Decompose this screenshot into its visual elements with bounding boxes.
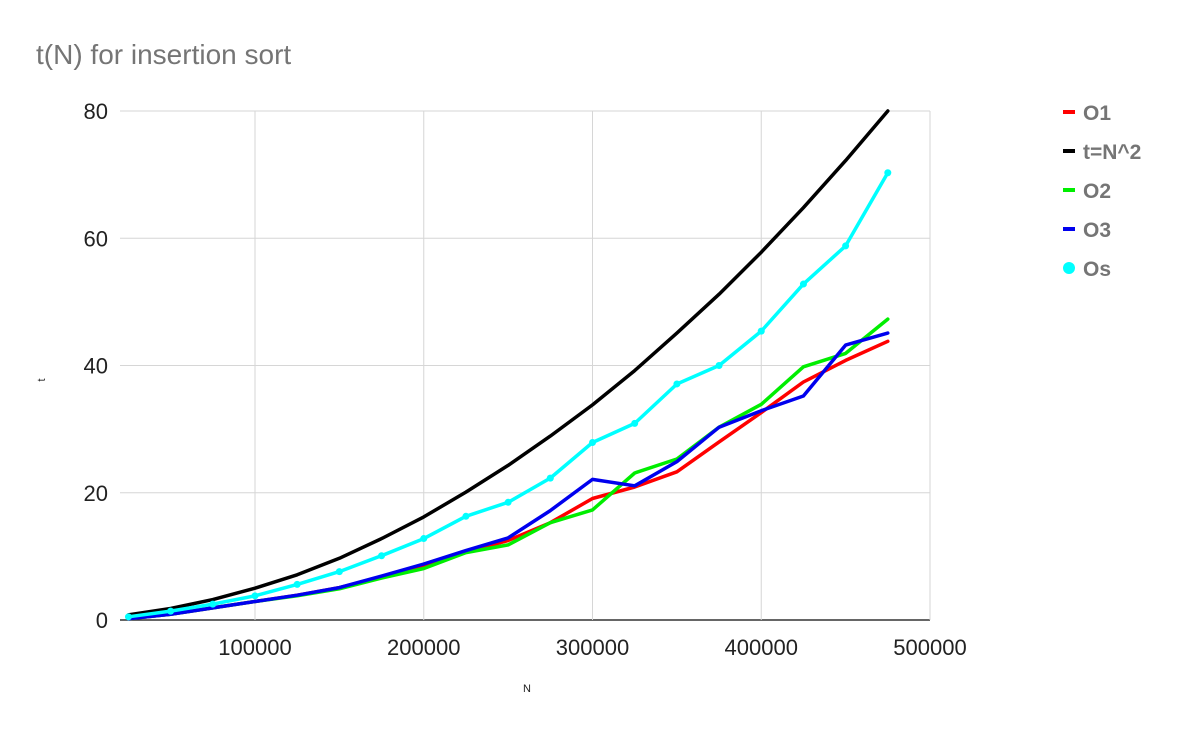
x-tick-label: 400000 — [725, 635, 798, 660]
chart-title: t(N) for insertion sort — [36, 39, 291, 70]
y-axis-ticks: 0 20 40 60 80 — [84, 99, 108, 633]
data-point — [715, 362, 723, 369]
data-point — [589, 438, 596, 446]
y-tick-label: 80 — [84, 99, 108, 124]
legend-label: O1 — [1083, 102, 1111, 125]
data-point — [546, 474, 554, 482]
data-point — [799, 280, 807, 288]
series-lines — [124, 109, 892, 621]
data-point — [631, 419, 639, 427]
y-tick-label: 20 — [84, 481, 108, 506]
x-tick-label: 200000 — [387, 635, 460, 660]
y-axis-title: t — [36, 378, 48, 381]
series-line-o1 — [126, 339, 890, 621]
series-line-t-n-2 — [126, 109, 890, 617]
x-tick-label: 100000 — [218, 635, 291, 660]
data-point — [378, 552, 386, 560]
data-point — [757, 327, 765, 335]
data-point — [335, 568, 343, 576]
data-point — [293, 580, 301, 588]
data-point — [420, 535, 428, 543]
series-line-o2 — [126, 317, 890, 621]
legend: O1 t=N^2 O2 O3 Os — [1063, 102, 1141, 281]
data-point — [167, 607, 175, 615]
legend-label: O3 — [1083, 219, 1111, 242]
legend-label: t=N^2 — [1083, 141, 1141, 164]
x-axis-ticks: 100000 200000 300000 400000 500000 — [218, 635, 966, 660]
data-point — [251, 592, 259, 600]
data-point — [124, 613, 132, 621]
data-point — [673, 380, 681, 388]
y-tick-label: 40 — [84, 354, 108, 379]
data-point — [462, 512, 470, 520]
legend-label: O2 — [1083, 180, 1111, 203]
x-axis-title: N — [523, 683, 531, 695]
data-point — [209, 600, 217, 608]
legend-marker — [1063, 262, 1075, 274]
series-line-o3 — [126, 331, 890, 621]
data-point — [842, 242, 850, 250]
x-tick-label: 500000 — [893, 635, 966, 660]
y-tick-label: 60 — [84, 226, 108, 251]
legend-label: Os — [1083, 258, 1111, 281]
gridlines — [120, 110, 931, 621]
y-tick-label: 0 — [96, 608, 108, 633]
data-point — [884, 169, 892, 177]
data-point — [504, 498, 512, 506]
x-tick-label: 300000 — [556, 635, 629, 660]
